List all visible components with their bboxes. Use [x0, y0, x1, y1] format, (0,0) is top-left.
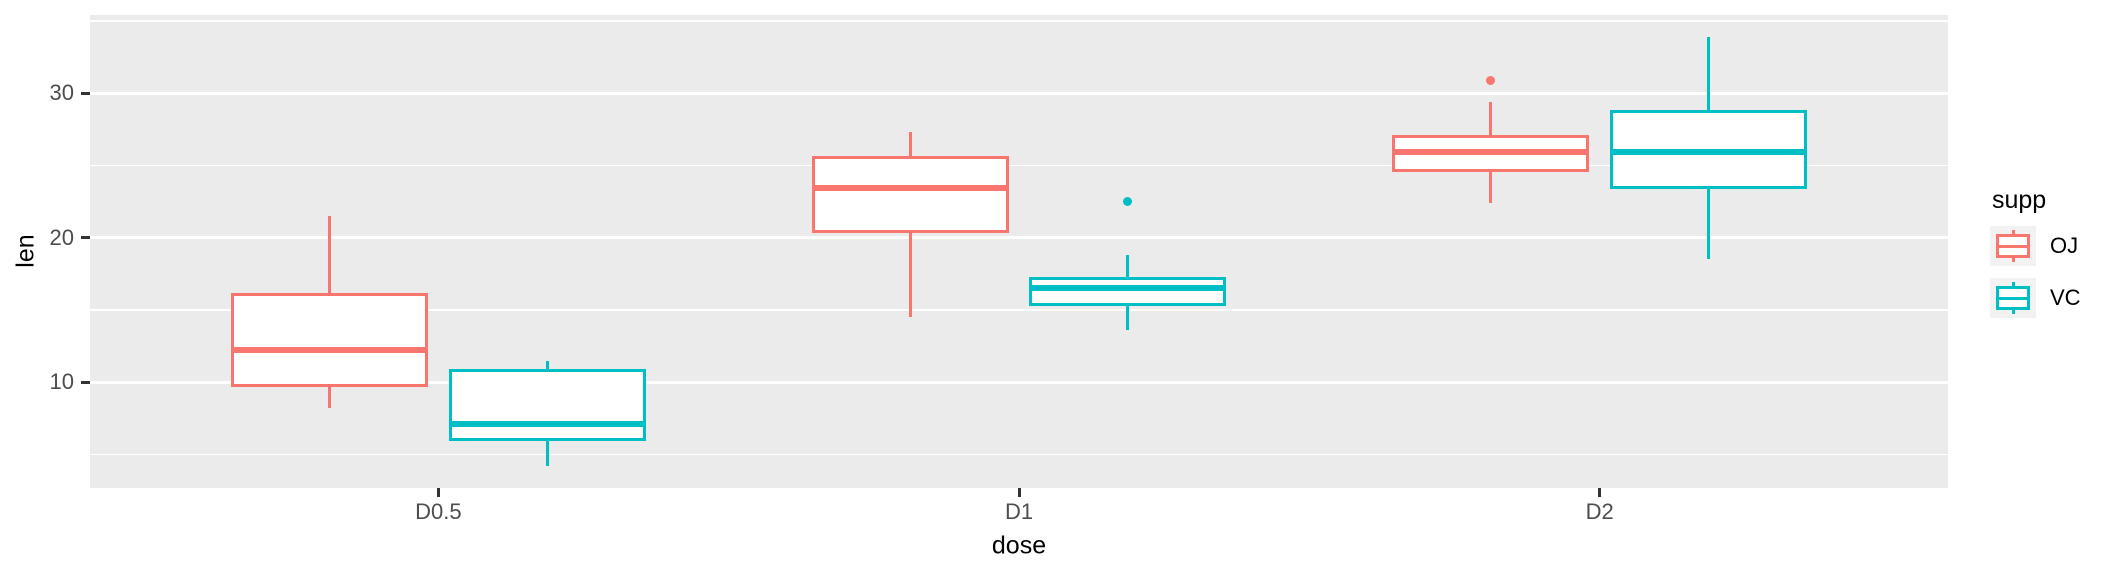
median-line: [811, 184, 1009, 191]
gridline-minor: [90, 164, 1948, 167]
x-tick-label: D2: [1585, 499, 1614, 524]
legend-key-median: [1996, 296, 2030, 300]
legend-key: [1990, 278, 2036, 318]
y-axis-title: len: [11, 234, 40, 268]
y-tick-label: 20: [49, 224, 74, 250]
median-line: [448, 420, 646, 427]
x-tick-label: D0.5: [415, 499, 462, 524]
median-line: [231, 346, 428, 353]
legend-title: supp: [1992, 186, 2047, 214]
median-line: [1609, 148, 1807, 155]
x-axis-title: dose: [991, 531, 1047, 560]
gridline-minor: [90, 309, 1948, 311]
boxplot-box: [811, 156, 1009, 234]
legend-label: OJ: [2050, 233, 2079, 258]
boxplot-box: [448, 369, 646, 441]
gridline-major: [90, 236, 1948, 240]
y-tick-mark: [81, 380, 90, 384]
gridline-minor: [90, 453, 1948, 456]
legend-item-oj: OJ: [1990, 226, 2112, 266]
y-tick-label: 30: [49, 80, 74, 106]
y-tick-mark: [81, 236, 90, 240]
plot-panel: [90, 15, 1948, 488]
x-tick-mark: [436, 488, 440, 497]
legend-item-vc: VC: [1990, 278, 2112, 318]
y-tick-mark: [81, 91, 90, 95]
gridline-major: [90, 380, 1948, 384]
gridline-minor: [90, 20, 1948, 22]
gridline-major: [90, 91, 1948, 95]
legend-label: VC: [2050, 285, 2081, 310]
outlier-point: [1123, 197, 1133, 207]
median-line: [1392, 148, 1590, 155]
x-tick-mark: [1598, 488, 1602, 497]
y-tick-label: 10: [49, 369, 74, 395]
median-line: [1029, 285, 1227, 292]
x-tick-label: D1: [1004, 499, 1034, 524]
legend-key: [1990, 226, 2036, 266]
legend-key-median: [1996, 244, 2030, 248]
boxplot-box: [231, 293, 428, 387]
outlier-point: [1486, 75, 1496, 85]
boxplot-box: [1029, 276, 1227, 307]
x-tick-mark: [1017, 488, 1021, 497]
